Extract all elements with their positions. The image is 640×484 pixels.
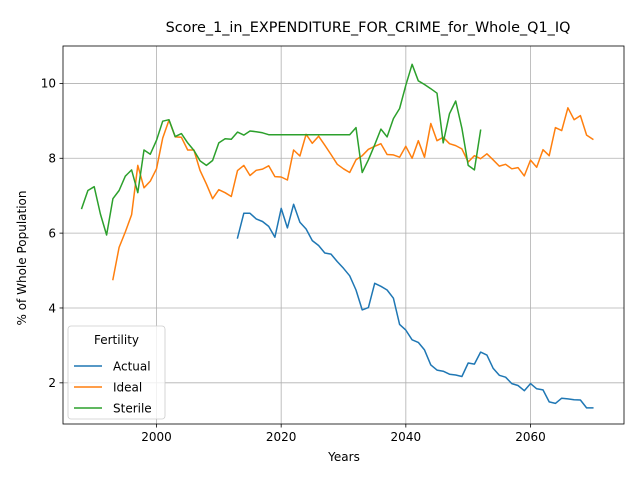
legend-title: Fertility [94,333,139,347]
x-tick-label: 2000 [141,430,172,444]
y-axis-ticks: 2 4 6 8 10 [41,77,63,390]
plot-frame [62,45,625,425]
x-axis-label: Years [327,450,360,464]
y-tick-label: 4 [48,301,56,315]
series-line-sterile [80,63,482,236]
grid-lines [63,46,624,424]
legend-label-sterile: Sterile [113,401,152,415]
x-tick-label: 2040 [391,430,422,444]
y-axis-label: % of Whole Population [15,191,29,326]
x-axis-ticks: 2000 2020 2040 2060 [141,424,546,444]
legend-label-actual: Actual [113,359,151,373]
y-tick-label: 2 [48,376,56,390]
series-line-actual [236,203,594,409]
y-tick-label: 6 [48,226,56,240]
legend-label-ideal: Ideal [113,380,142,394]
chart-title: Score_1_in_EXPENDITURE_FOR_CRIME_for_Who… [166,20,571,36]
series-lines [80,63,594,409]
legend: Fertility Actual Ideal Sterile [67,325,166,420]
legend-box [67,325,166,420]
x-tick-label: 2020 [266,430,297,444]
x-tick-label: 2060 [515,430,546,444]
y-tick-label: 10 [41,77,56,91]
y-tick-label: 8 [48,152,56,166]
